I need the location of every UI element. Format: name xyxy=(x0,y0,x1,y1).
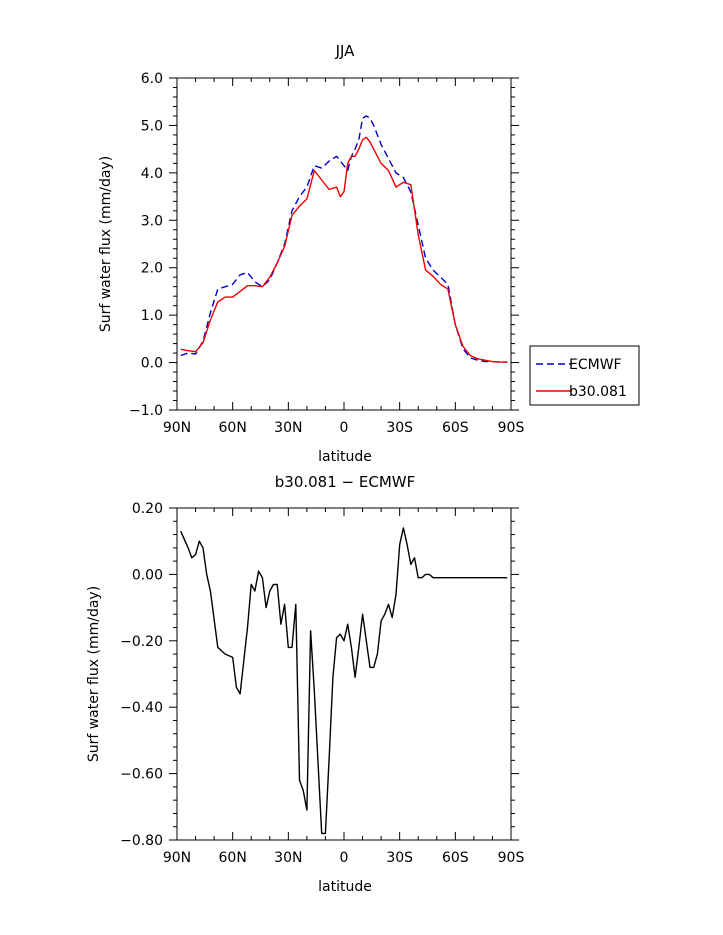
bottom-ytick-label: 0.00 xyxy=(132,567,163,583)
bottom-xtick-label: 30N xyxy=(274,850,302,866)
legend-b30-label: b30.081 xyxy=(569,384,627,400)
legend-box xyxy=(529,345,640,406)
top-ytick-label: 6.0 xyxy=(141,71,163,87)
bottom-plot-title: b30.081 − ECMWF xyxy=(275,473,415,491)
top-ytick-label: 4.0 xyxy=(141,166,163,182)
bottom-plot-ylabel: Surf water flux (mm/day) xyxy=(86,586,102,762)
bottom-plot: b30.081 − ECMWF 90N 60N 30N 0 30S 60S 90S −0.80… xyxy=(86,473,524,895)
bottom-xtick-label: 60N xyxy=(219,850,247,866)
top-ytick-label: 3.0 xyxy=(141,213,163,229)
legend: ECMWF b30.081 xyxy=(529,345,640,406)
top-plot-title: JJA xyxy=(335,42,356,60)
top-series-ecmwf-line xyxy=(180,115,508,363)
bottom-ytick-label: 0.20 xyxy=(132,501,163,517)
legend-ecmwf-label: ECMWF xyxy=(569,357,622,373)
bottom-xtick-label: 0 xyxy=(340,850,349,866)
bottom-xtick-label: 30S xyxy=(386,850,413,866)
top-xtick-label: 60N xyxy=(219,420,247,436)
top-plot-series xyxy=(180,115,508,363)
bottom-plot-xlabel: latitude xyxy=(318,879,372,895)
top-ytick-label: 2.0 xyxy=(141,261,163,277)
top-plot-tick-labels: 90N 60N 30N 0 30S 60S 90S −1.0 0.0 1.0 2.0 3.0 4.0 5.… xyxy=(129,71,524,436)
top-ytick-label: 1.0 xyxy=(141,308,163,324)
top-plot-xlabel: latitude xyxy=(318,449,372,465)
bottom-ytick-label: −0.60 xyxy=(120,767,163,783)
top-xtick-label: 60S xyxy=(442,420,469,436)
bottom-ytick-label: −0.40 xyxy=(120,700,163,716)
bottom-plot-ticks xyxy=(169,507,519,841)
bottom-plot-tick-labels: 90N 60N 30N 0 30S 60S 90S −0.80 −0.60 −0.40 −0.20 0… xyxy=(120,501,524,866)
top-xtick-label: 0 xyxy=(340,420,349,436)
bottom-xtick-label: 60S xyxy=(442,850,469,866)
bottom-xtick-label: 90S xyxy=(498,850,525,866)
top-xtick-label: 30S xyxy=(386,420,413,436)
top-plot-ticks xyxy=(169,77,519,411)
top-ytick-label: −1.0 xyxy=(129,403,163,419)
bottom-plot-series xyxy=(180,527,508,835)
bottom-ytick-label: −0.20 xyxy=(120,634,163,650)
top-plot-frame xyxy=(176,77,512,411)
top-ytick-label: 5.0 xyxy=(141,118,163,134)
top-plot: JJA 90N 60N 30N 0 30S 60S 90S −1.0 0.0 1.0 2.0 3.0 4… xyxy=(98,42,640,465)
top-xtick-label: 30N xyxy=(274,420,302,436)
top-ytick-label: 0.0 xyxy=(141,356,163,372)
bottom-plot-frame xyxy=(176,507,512,841)
top-xtick-label: 90N xyxy=(163,420,191,436)
top-plot-ylabel: Surf water flux (mm/day) xyxy=(98,156,114,332)
top-xtick-label: 90S xyxy=(498,420,525,436)
bottom-series-difference-line xyxy=(180,527,508,835)
top-series-b30-081-line xyxy=(180,136,508,363)
bottom-xtick-label: 90N xyxy=(163,850,191,866)
bottom-ytick-label: −0.80 xyxy=(120,833,163,849)
